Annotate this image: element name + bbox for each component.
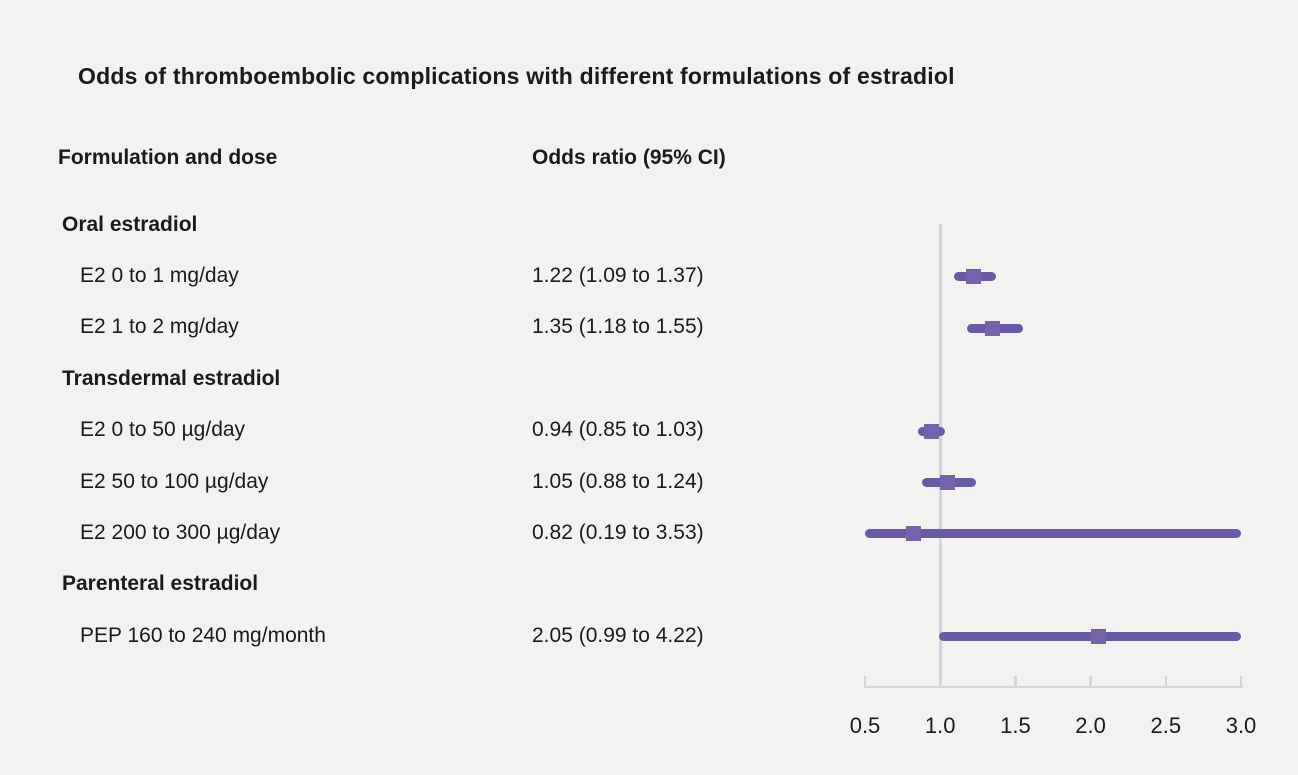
row-odds-ratio-value: 2.05 (0.99 to 4.22) (532, 623, 704, 647)
x-axis-tick (1164, 676, 1168, 688)
point-estimate-marker (965, 269, 981, 285)
column-header-formulation: Formulation and dose (58, 146, 278, 169)
row-section-label: Transdermal estradiol (62, 366, 281, 390)
confidence-interval-bar (938, 632, 1241, 642)
x-axis-tick-label: 1.5 (1000, 713, 1031, 738)
row-section-label: Parenteral estradiol (62, 572, 259, 596)
x-axis-line (863, 685, 1243, 688)
point-estimate-marker (940, 475, 956, 490)
row-odds-ratio-value: 1.35 (1.18 to 1.55) (532, 315, 704, 339)
x-axis-tick (1089, 676, 1092, 688)
row-item-label: E2 0 to 50 µg/day (80, 418, 246, 442)
row-odds-ratio-value: 1.22 (1.09 to 1.37) (532, 263, 704, 287)
point-estimate-marker (905, 526, 921, 542)
x-axis-tick (1239, 676, 1243, 688)
column-header-odds-ratio: Odds ratio (95% CI) (532, 146, 726, 169)
x-axis-tick-label: 1.0 (924, 713, 956, 738)
row-item-label: E2 200 to 300 µg/day (80, 520, 281, 544)
x-axis-tick-label: 3.0 (1225, 713, 1257, 738)
point-estimate-marker (985, 320, 1001, 336)
row-section-label: Oral estradiol (62, 212, 198, 236)
confidence-interval-bar (865, 529, 1241, 539)
x-axis-tick (1014, 676, 1017, 688)
x-axis-tick (863, 676, 867, 688)
row-item-label: E2 1 to 2 mg/day (80, 315, 239, 339)
x-axis-tick-label: 2.0 (1075, 713, 1106, 738)
x-axis-tick (938, 676, 942, 688)
row-odds-ratio-value: 0.94 (0.85 to 1.03) (532, 418, 704, 442)
point-estimate-marker (923, 423, 939, 439)
reference-line (938, 224, 942, 688)
x-axis-tick-label: 2.5 (1150, 713, 1182, 738)
row-odds-ratio-value: 1.05 (0.88 to 1.24) (532, 469, 704, 493)
row-odds-ratio-value: 0.82 (0.19 to 3.53) (532, 520, 704, 544)
row-item-label: PEP 160 to 240 mg/month (80, 623, 326, 647)
figure-title: Odds of thromboembolic complications wit… (78, 63, 955, 89)
row-item-label: E2 50 to 100 µg/day (80, 469, 269, 493)
point-estimate-marker (1090, 629, 1106, 645)
x-axis-tick-label: 0.5 (849, 713, 881, 738)
row-item-label: E2 0 to 1 mg/day (80, 263, 239, 287)
